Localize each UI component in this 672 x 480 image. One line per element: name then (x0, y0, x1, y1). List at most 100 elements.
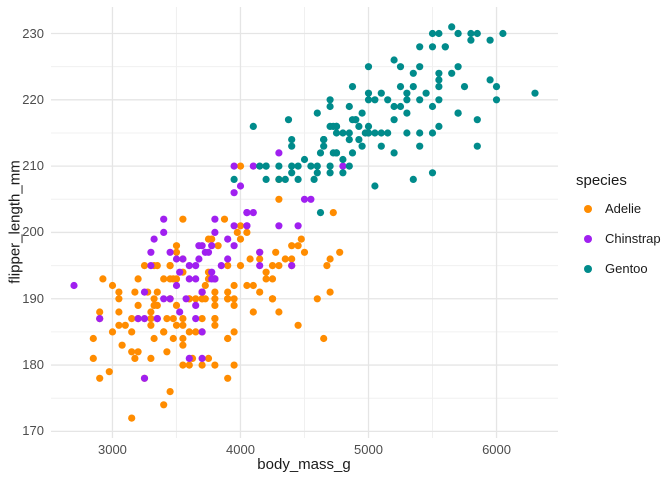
data-point (150, 301, 158, 309)
data-point (409, 69, 417, 77)
data-point (256, 255, 264, 263)
data-point (224, 288, 232, 296)
data-point (348, 149, 357, 157)
x-tick-label: 3000 (97, 442, 127, 457)
data-point (128, 315, 136, 323)
data-point (294, 321, 302, 329)
data-point (195, 255, 203, 263)
data-point (323, 262, 331, 270)
data-point (448, 23, 456, 31)
data-point (140, 262, 149, 270)
data-point (435, 122, 443, 130)
data-point (467, 36, 475, 44)
data-point (339, 162, 347, 170)
data-point (108, 281, 117, 290)
data-point (179, 255, 187, 263)
data-point (332, 149, 341, 157)
data-point (294, 242, 302, 250)
data-point (243, 209, 251, 217)
data-point (198, 361, 206, 369)
data-point (361, 129, 369, 137)
data-point (428, 29, 437, 38)
data-point (275, 175, 283, 183)
data-point (172, 281, 181, 290)
data-point (176, 268, 184, 276)
data-point (233, 228, 241, 236)
data-point (403, 96, 411, 104)
data-point (179, 341, 187, 349)
data-point (262, 175, 270, 183)
data-point (435, 29, 443, 38)
data-point (313, 162, 321, 170)
data-point (326, 288, 334, 296)
data-point (390, 149, 398, 157)
data-point (220, 215, 229, 223)
major-gridlines (51, 7, 558, 438)
data-point (147, 262, 155, 270)
data-point (131, 288, 139, 296)
data-point (179, 315, 187, 323)
y-tick-label: 190 (22, 290, 44, 306)
data-point (211, 228, 219, 236)
data-point (195, 242, 203, 250)
data-point (371, 129, 379, 137)
data-point (345, 129, 353, 137)
data-point (336, 248, 344, 256)
data-point (416, 96, 424, 104)
data-point (185, 328, 193, 336)
legend-title: species (576, 172, 627, 189)
data-point (172, 255, 181, 263)
data-points (70, 23, 539, 422)
data-point (134, 301, 142, 309)
y-tick-label: 180 (22, 357, 44, 373)
data-point (371, 96, 379, 104)
x-axis-title: body_mass_g (257, 456, 351, 473)
data-point (96, 308, 104, 316)
data-point (230, 242, 238, 250)
data-point (179, 215, 187, 223)
data-point (256, 288, 264, 296)
data-point (140, 288, 149, 296)
data-point (166, 262, 174, 270)
data-point (300, 195, 309, 203)
data-point (275, 149, 283, 157)
data-point (300, 248, 309, 256)
data-point (201, 281, 209, 290)
data-point (192, 262, 200, 270)
data-point (326, 96, 334, 104)
data-point (230, 189, 238, 197)
data-point (147, 321, 155, 329)
legend-entry: Chinstrap (576, 231, 661, 246)
x-tick-label: 5000 (354, 442, 383, 457)
data-point (403, 89, 411, 97)
y-tick-label: 220 (22, 91, 44, 107)
data-point (467, 29, 475, 38)
data-point (396, 63, 405, 71)
legend-entry-label: Adelie (605, 201, 642, 216)
data-point (364, 96, 373, 104)
data-point (428, 102, 437, 111)
data-point (256, 262, 264, 270)
data-point (416, 142, 424, 150)
data-point (275, 195, 283, 203)
data-point (224, 262, 232, 270)
data-point (345, 136, 353, 144)
data-point (128, 328, 136, 336)
data-point (332, 129, 341, 137)
data-point (288, 255, 296, 263)
data-point (147, 354, 155, 362)
data-point (390, 116, 398, 124)
data-point (403, 109, 411, 117)
data-point (435, 83, 443, 91)
data-point (249, 209, 257, 217)
data-point (288, 262, 296, 270)
data-point (160, 228, 168, 236)
data-point (403, 129, 411, 137)
data-point (275, 222, 283, 230)
y-tick-label: 230 (22, 25, 44, 41)
data-point (288, 169, 296, 177)
data-point (448, 69, 456, 77)
data-point (288, 136, 296, 144)
data-point (99, 275, 107, 283)
